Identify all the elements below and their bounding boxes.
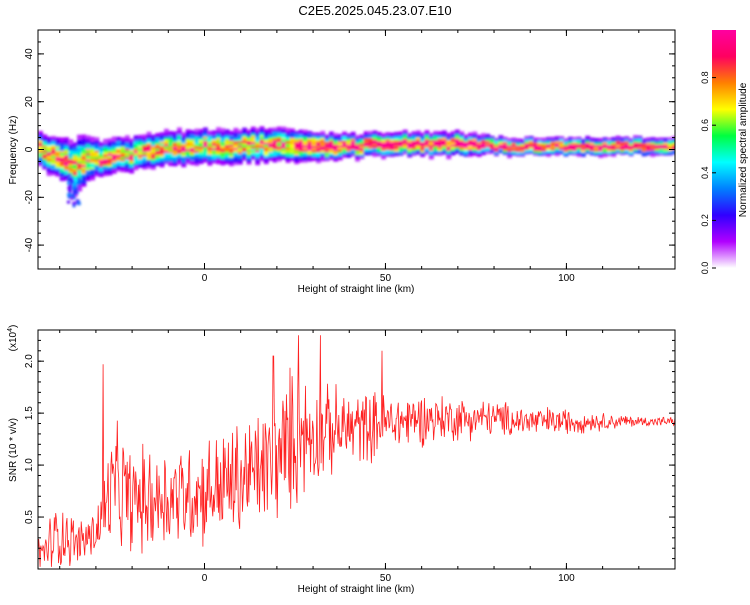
spectrogram-x-tick-label: 0	[202, 273, 208, 284]
snr-series-line	[38, 335, 675, 567]
snr-x-tick-label: 100	[558, 573, 575, 584]
snr-x-axis-label: Height of straight line (km)	[298, 584, 415, 595]
spectrogram-y-axis-label: Frequency (Hz)	[8, 116, 19, 185]
colorbar: 0.0 0.2 0.4 0.6 0.8 Normalized spectral ampl…	[700, 30, 749, 274]
snr-y-tick-label: 0.5	[24, 510, 35, 524]
spectrogram-ticks: 0 50 100 -40 -20 0 20 40	[24, 30, 676, 284]
snr-x-tick-label: 50	[380, 573, 392, 584]
snr-y-tick-label: 1.5	[24, 406, 35, 420]
colorbar-tick-label: 0.0	[700, 262, 710, 275]
spectrogram-y-tick-label: -40	[24, 237, 35, 252]
spectrogram-x-axis-label: Height of straight line (km)	[298, 284, 415, 295]
spectrogram-panel: 0 50 100 -40 -20 0 20 40 Height of straight lin…	[8, 29, 676, 295]
snr-background	[38, 330, 675, 569]
spectrogram-y-tick-label: 20	[24, 96, 35, 108]
colorbar-tick-label: 0.6	[700, 119, 710, 132]
spectrogram-x-tick-label: 100	[558, 273, 575, 284]
colorbar-tick-label: 0.4	[700, 167, 710, 180]
snr-y-tick-label: 1.0	[24, 458, 35, 472]
snr-frame	[37, 329, 676, 570]
spectrogram-x-tick-label: 50	[380, 273, 392, 284]
spectrogram-y-tick-label: -20	[24, 190, 35, 205]
spectrogram-heatmap	[38, 126, 675, 208]
snr-ticks: 0 50 100 0.5 1.0 1.5 2.0	[24, 330, 676, 584]
snr-y-tick-label: 2.0	[24, 354, 35, 368]
snr-panel: 0 50 100 0.5 1.0 1.5 2.0 Height of straight li…	[7, 325, 676, 595]
spectrogram-y-tick-label: 0	[24, 146, 35, 152]
colorbar-ticks: 0.0 0.2 0.4 0.6 0.8	[700, 71, 716, 274]
snr-x-tick-label: 0	[202, 573, 208, 584]
colorbar-tick-label: 0.2	[700, 214, 710, 227]
colorbar-scale	[712, 30, 736, 268]
spectrogram-y-tick-label: 40	[24, 48, 35, 60]
chart-title: C2E5.2025.045.23.07.E10	[298, 3, 451, 18]
colorbar-label: Normalized spectral amplitude	[738, 82, 749, 217]
snr-scale-note: (x104)	[7, 325, 19, 352]
snr-y-axis-label: SNR (10 * v/v)	[8, 418, 19, 482]
colorbar-tick-label: 0.8	[700, 71, 710, 84]
